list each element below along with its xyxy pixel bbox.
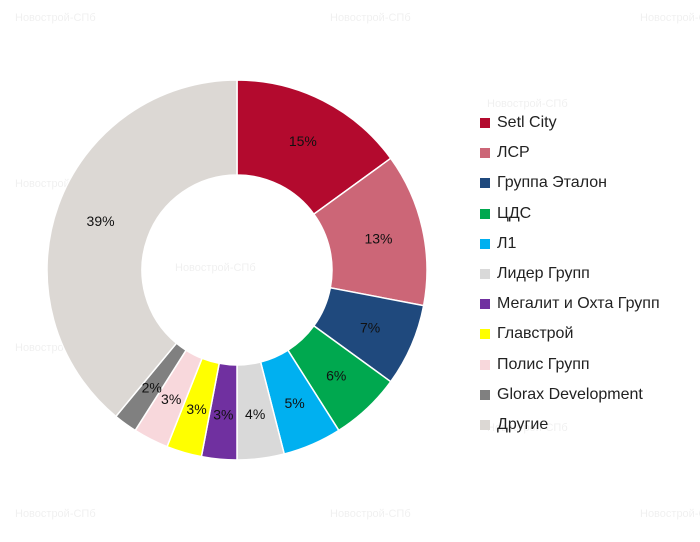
- legend-item: Glorax Development: [480, 380, 660, 410]
- slice-label-11: 39%: [87, 213, 115, 229]
- legend-label: Группа Эталон: [497, 174, 607, 192]
- slice-label-6: 4%: [245, 406, 265, 422]
- legend-label: Лидер Групп: [497, 265, 590, 283]
- legend-label: Полис Групп: [497, 355, 590, 373]
- legend-item: Лидер Групп: [480, 259, 660, 289]
- legend-item: Л1: [480, 229, 660, 259]
- slice-label-7: 3%: [213, 406, 233, 422]
- legend-item: ЦДС: [480, 199, 660, 229]
- watermark: Новострой-СПб: [15, 508, 96, 520]
- watermark: Новострой-СПб: [330, 12, 411, 24]
- legend-item: Setl City: [480, 108, 660, 138]
- legend-swatch: [480, 148, 490, 159]
- slice-label-10: 2%: [142, 379, 162, 395]
- legend-item: Группа Эталон: [480, 168, 660, 198]
- watermark: Новострой-СПб: [487, 98, 568, 110]
- slice-label-2: 13%: [364, 230, 392, 246]
- legend-swatch: [480, 389, 490, 400]
- legend-label: Л1: [497, 234, 517, 252]
- watermark: Новострой-СПб: [640, 12, 700, 24]
- legend-item: Полис Групп: [480, 350, 660, 380]
- chart-data-labels: 15%13%7%6%5%4%3%3%3%2%39%: [87, 133, 393, 423]
- watermark: Новострой-СПб: [175, 262, 256, 274]
- legend-label: Мегалит и Охта Групп: [497, 295, 660, 313]
- legend-label: ЦДС: [497, 204, 532, 222]
- watermark: Новострой-СПб: [640, 508, 700, 520]
- legend-label: ЛСР: [497, 144, 530, 162]
- legend-swatch: [480, 359, 490, 370]
- legend-label: Другие: [497, 415, 549, 433]
- chart-legend: Setl City ЛСР Группа Эталон ЦДС Л1 Лидер Груп…: [480, 108, 660, 440]
- legend-label: Главстрой: [497, 325, 574, 343]
- slice-11: [46, 79, 238, 418]
- slice-label-4: 6%: [326, 368, 346, 384]
- slice-label-5: 5%: [284, 395, 304, 411]
- legend-item: ЛСР: [480, 138, 660, 168]
- legend-swatch: [480, 178, 490, 189]
- slice-label-1: 15%: [289, 133, 317, 149]
- slice-label-8: 3%: [186, 401, 206, 417]
- watermark: Новострой-СПб: [330, 508, 411, 520]
- legend-swatch: [480, 269, 490, 280]
- legend-swatch: [480, 419, 490, 430]
- legend-item: Главстрой: [480, 319, 660, 349]
- watermark: Новострой-СПб: [487, 422, 568, 434]
- legend-swatch: [480, 238, 490, 249]
- chart-slices: [46, 79, 428, 461]
- legend-swatch: [480, 329, 490, 340]
- slice-label-9: 3%: [161, 391, 181, 407]
- legend-item: Мегалит и Охта Групп: [480, 289, 660, 319]
- legend-item: Другие: [480, 410, 660, 440]
- legend-swatch: [480, 118, 490, 129]
- legend-swatch: [480, 208, 490, 219]
- slice-label-3: 7%: [360, 320, 380, 336]
- legend-label: Setl City: [497, 114, 557, 132]
- legend-swatch: [480, 299, 490, 310]
- watermark: Новострой-СПб: [15, 12, 96, 24]
- legend-label: Glorax Development: [497, 385, 643, 403]
